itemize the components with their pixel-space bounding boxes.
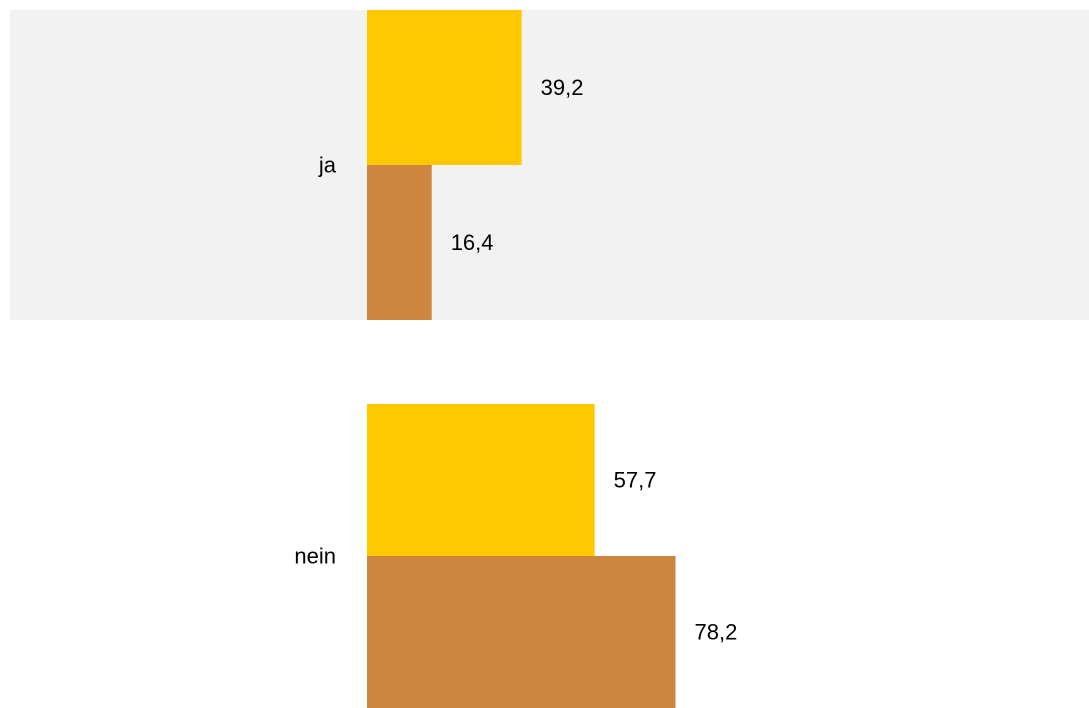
data-label-nein-series-1: 57,7 (614, 468, 657, 493)
bar-ja-series-2 (367, 165, 432, 320)
category-label-ja: ja (318, 153, 337, 178)
category-label-nein: nein (294, 544, 336, 569)
bar-ja-series-1 (367, 10, 522, 165)
data-label-ja-series-1: 39,2 (541, 75, 584, 100)
bar-nein-series-2 (367, 556, 676, 708)
category-band-ja (10, 10, 1089, 320)
bar-nein-series-1 (367, 404, 595, 556)
data-label-nein-series-2: 78,2 (694, 620, 737, 645)
data-label-ja-series-2: 16,4 (451, 230, 494, 255)
